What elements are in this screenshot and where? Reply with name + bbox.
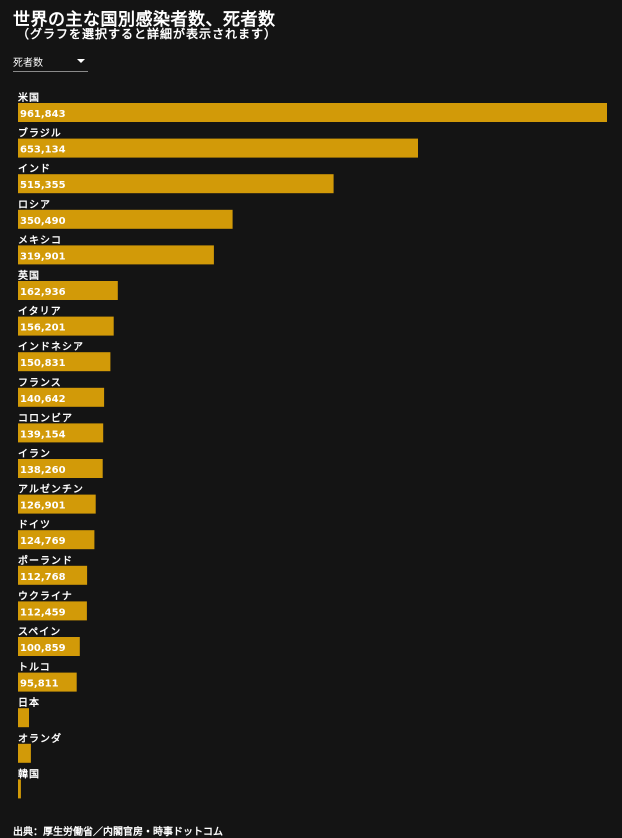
bar[interactable] bbox=[18, 565, 88, 585]
bar[interactable] bbox=[18, 316, 114, 336]
category-label: イラン bbox=[18, 448, 51, 460]
category-label: トルコ bbox=[18, 662, 51, 674]
category-label: イタリア bbox=[18, 306, 62, 318]
value-label: 319,901 bbox=[20, 251, 66, 262]
bar-group[interactable]: トルコ 95,811 bbox=[18, 662, 77, 692]
bar-group[interactable]: ロシア 350,490 bbox=[18, 199, 233, 229]
value-label: 140,642 bbox=[20, 394, 66, 405]
value-label: 138,260 bbox=[20, 465, 66, 476]
chart-title: 世界の主な国別感染者数、死者数 bbox=[13, 10, 276, 30]
metric-selector[interactable]: 死者数 bbox=[13, 53, 88, 72]
bar-group[interactable]: ブラジル 653,134 bbox=[18, 127, 418, 158]
value-label: 653,134 bbox=[20, 145, 66, 156]
bar[interactable] bbox=[18, 352, 111, 372]
bar-group[interactable]: インドネシア 150,831 bbox=[18, 341, 111, 372]
bar[interactable] bbox=[18, 103, 607, 122]
category-label: コロンビア bbox=[18, 411, 73, 424]
category-label: インドネシア bbox=[18, 341, 84, 353]
category-label: メキシコ bbox=[18, 234, 62, 246]
value-label: 961,843 bbox=[20, 109, 66, 120]
value-label: 126,901 bbox=[20, 501, 66, 512]
bar-group[interactable]: ポーランド 112,768 bbox=[18, 554, 88, 585]
source-credit: 出典：厚生労働省／内閣官房・時事ドットコム bbox=[13, 827, 223, 838]
value-label: 112,768 bbox=[20, 572, 66, 583]
bar[interactable] bbox=[18, 530, 95, 550]
bar[interactable] bbox=[18, 708, 29, 728]
bar-group[interactable]: オランダ bbox=[18, 732, 62, 763]
chart-subtitle: （グラフを選択すると詳細が表示されます） bbox=[17, 27, 278, 41]
category-label: 韓国 bbox=[18, 767, 40, 780]
value-label: 350,490 bbox=[20, 216, 66, 227]
bar[interactable] bbox=[18, 387, 105, 407]
category-label: スペイン bbox=[18, 626, 61, 638]
bar-group[interactable]: 韓国 bbox=[18, 767, 40, 799]
category-label: 日本 bbox=[18, 696, 40, 709]
category-label: フランス bbox=[18, 377, 62, 389]
value-label: 112,459 bbox=[20, 607, 66, 618]
bar-group[interactable]: アルゼンチン 126,901 bbox=[18, 483, 96, 514]
bar-group[interactable]: メキシコ 319,901 bbox=[18, 234, 214, 265]
bar[interactable] bbox=[18, 281, 118, 300]
bar-group[interactable]: コロンビア 139,154 bbox=[18, 411, 104, 443]
bar[interactable] bbox=[18, 601, 87, 621]
bar-group[interactable]: フランス 140,642 bbox=[18, 377, 105, 407]
bar[interactable] bbox=[18, 138, 418, 158]
bar[interactable] bbox=[18, 743, 31, 763]
bar-group[interactable]: イタリア 156,201 bbox=[18, 306, 114, 336]
value-label: 124,769 bbox=[20, 536, 66, 547]
category-label: ウクライナ bbox=[18, 590, 73, 602]
bar-group[interactable]: インド 515,355 bbox=[18, 163, 334, 194]
bar[interactable] bbox=[18, 494, 96, 514]
bar[interactable] bbox=[18, 209, 233, 229]
bar-group[interactable]: スペイン 100,859 bbox=[18, 626, 80, 656]
bar[interactable] bbox=[18, 672, 77, 692]
value-label: 139,154 bbox=[20, 429, 66, 440]
category-label: ロシア bbox=[18, 199, 51, 211]
bar[interactable] bbox=[18, 245, 214, 265]
bar[interactable] bbox=[18, 174, 334, 194]
bar-group[interactable]: ドイツ 124,769 bbox=[18, 519, 95, 550]
bar-group[interactable]: イラン 138,260 bbox=[18, 448, 103, 478]
bar[interactable] bbox=[18, 637, 80, 656]
category-label: ドイツ bbox=[18, 519, 51, 531]
bar[interactable] bbox=[18, 459, 103, 478]
bar[interactable] bbox=[18, 779, 21, 799]
metric-selector-value: 死者数 bbox=[13, 58, 43, 69]
category-label: インド bbox=[18, 163, 51, 175]
value-label: 150,831 bbox=[20, 358, 66, 369]
category-label: アルゼンチン bbox=[18, 483, 84, 496]
bar-group[interactable]: 米国 961,843 bbox=[18, 91, 607, 122]
bar[interactable] bbox=[18, 423, 104, 443]
value-label: 100,859 bbox=[20, 643, 66, 654]
bar-group[interactable]: 英国 162,936 bbox=[17, 269, 118, 300]
category-label: ポーランド bbox=[18, 554, 73, 567]
bar-group[interactable]: ウクライナ 112,459 bbox=[18, 590, 87, 621]
value-label: 95,811 bbox=[20, 679, 59, 690]
value-label: 156,201 bbox=[20, 323, 66, 334]
category-label: オランダ bbox=[18, 732, 62, 745]
caret-down-icon bbox=[77, 59, 85, 63]
bar-group[interactable]: 日本 bbox=[18, 696, 40, 728]
category-label: ブラジル bbox=[18, 127, 62, 140]
value-label: 515,355 bbox=[20, 180, 66, 191]
category-label: 米国 bbox=[18, 91, 40, 104]
category-label: 英国 bbox=[17, 269, 40, 282]
value-label: 162,936 bbox=[20, 287, 66, 298]
